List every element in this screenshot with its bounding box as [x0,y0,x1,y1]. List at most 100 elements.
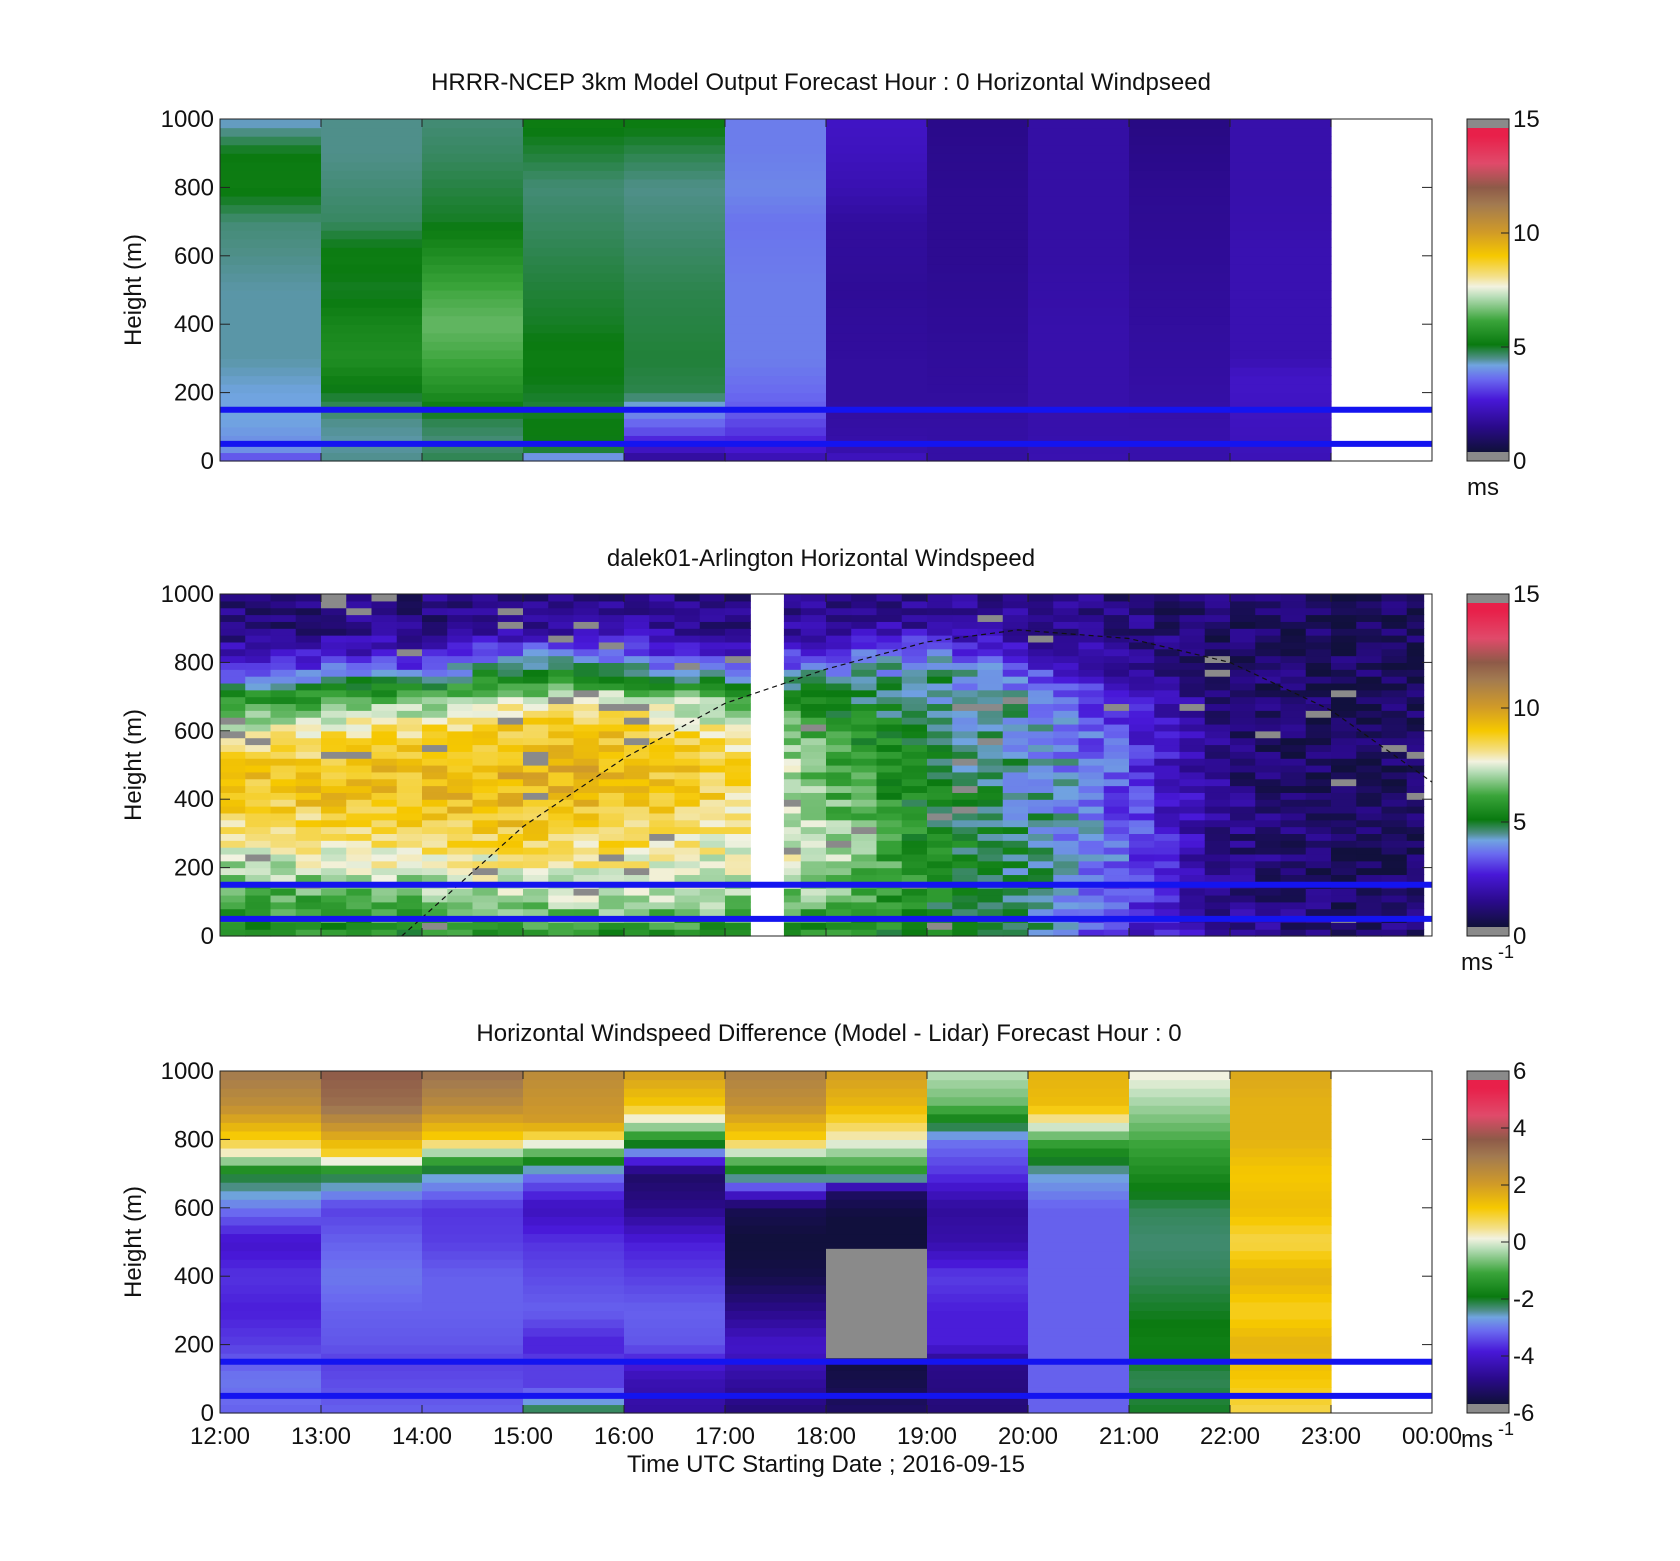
panel-lidar-cell [876,888,903,896]
panel-model-cell [1230,255,1332,265]
panel-model-cell [1230,281,1332,291]
panel-lidar-cell [1406,874,1425,882]
panel-lidar-cell [396,758,423,766]
panel-lidar-cell [800,607,827,616]
panel-model-cell [523,435,625,445]
panel-model-cell [826,290,928,300]
panel-difference-cell [927,1224,1029,1235]
panel-lidar-cell [245,682,272,691]
panel-difference-xtick-label: 00:00 [1402,1423,1462,1450]
panel-lidar-cell [1129,929,1155,937]
panel-lidar-cell [270,758,297,766]
panel-lidar-cell [1179,785,1206,793]
panel-lidar-cell [1204,751,1231,759]
panel-difference-cell [624,1361,726,1371]
panel-lidar-cell [1002,710,1029,718]
panel-difference-cell [624,1173,726,1183]
panel-lidar-cell [321,785,347,793]
panel-model-cell [422,136,524,146]
panel-lidar-cell [927,628,953,636]
panel-lidar-cell [1002,812,1029,821]
panel-lidar-cell [699,669,726,677]
panel-lidar-cell [295,806,322,814]
panel-lidar-cell [1002,888,1029,896]
panel-lidar-cell [1103,648,1130,657]
panel-lidar-cell [927,635,953,643]
panel-model-cell [321,204,423,214]
panel-difference-cell [1028,1353,1130,1363]
panel-lidar-cell [1255,765,1282,773]
panel-lidar-cell [346,751,373,759]
panel-lidar-cell [1078,812,1105,821]
panel-difference-cell [523,1199,625,1209]
panel-lidar-cell [523,744,549,752]
panel-model-cell [1028,161,1130,171]
panel-lidar-cell [725,765,751,773]
panel-model-cell [220,435,322,445]
panel-difference-cell [725,1276,827,1286]
panel-lidar-cell [1356,799,1383,807]
panel-lidar-cell [1129,669,1155,677]
panel-lidar-cell [1280,751,1307,759]
panel-model-cell [1230,443,1332,454]
panel-lidar-cell [1078,922,1105,930]
panel-lidar-cell [649,799,676,807]
panel-lidar-cell [1053,607,1080,616]
panel-lidar-cell [447,901,474,910]
panel-lidar-cell [1305,594,1332,602]
panel-lidar-cell [472,792,499,800]
panel-difference-cell [321,1224,423,1235]
panel-lidar-cell [497,703,524,711]
panel-lidar-cell [1053,703,1080,711]
panel-difference-cell [1028,1122,1130,1132]
panel-difference-cell [1028,1173,1130,1183]
panel-lidar-cell [699,785,726,793]
panel-lidar-cell [598,594,625,602]
panel-model-cell [1230,170,1332,180]
panel-lidar-cell [447,655,474,663]
panel-lidar-cell [826,929,852,937]
panel-lidar-cell [245,853,272,862]
panel-lidar-cell [876,840,903,848]
panel-difference-cell [422,1071,524,1081]
panel-lidar-cell [1002,676,1029,684]
panel-lidar-cell [220,765,246,773]
panel-lidar-cell [1028,607,1054,616]
panel-lidar-cell [1356,621,1383,629]
panel-difference-cell [523,1147,625,1158]
panel-lidar-cell [1154,833,1181,841]
panel-difference-cell [927,1199,1029,1209]
panel-lidar-cell [472,874,499,882]
panel-lidar-cell [573,894,600,903]
panel-lidar-cell [725,833,751,841]
panel-lidar-cell [270,594,297,602]
panel-lidar-cell [346,867,373,876]
panel-difference-cell [1230,1395,1332,1406]
panel-difference-cell [1028,1284,1130,1294]
panel-model-cell [1230,195,1332,206]
panel-lidar-cell [295,922,322,930]
panel-difference-cell [523,1370,625,1380]
panel-lidar-cell [1356,751,1383,759]
panel-lidar-cell [699,641,726,650]
panel-lidar-cell [321,621,347,629]
panel-lidar-cell [1381,758,1408,766]
panel-lidar-cell [1406,607,1425,616]
panel-lidar-cell [321,669,347,677]
panel-difference-cell [1230,1207,1332,1217]
panel-lidar-cell [1129,853,1155,862]
panel-model-cell [220,247,322,257]
panel-difference-cell [826,1130,928,1140]
panel-lidar-cell [447,867,474,876]
panel-lidar-cell [851,621,878,629]
panel-lidar-cell [245,860,272,869]
panel-lidar-cell [876,771,903,780]
panel-lidar-cell [1179,874,1206,882]
panel-model-cell [1230,392,1332,402]
panel-lidar-cell [1078,847,1105,855]
panel-model-cell [1028,272,1130,283]
panel-difference-cell [321,1259,423,1269]
panel-lidar-cell [1002,744,1029,752]
panel-lidar-cell [1230,771,1256,780]
